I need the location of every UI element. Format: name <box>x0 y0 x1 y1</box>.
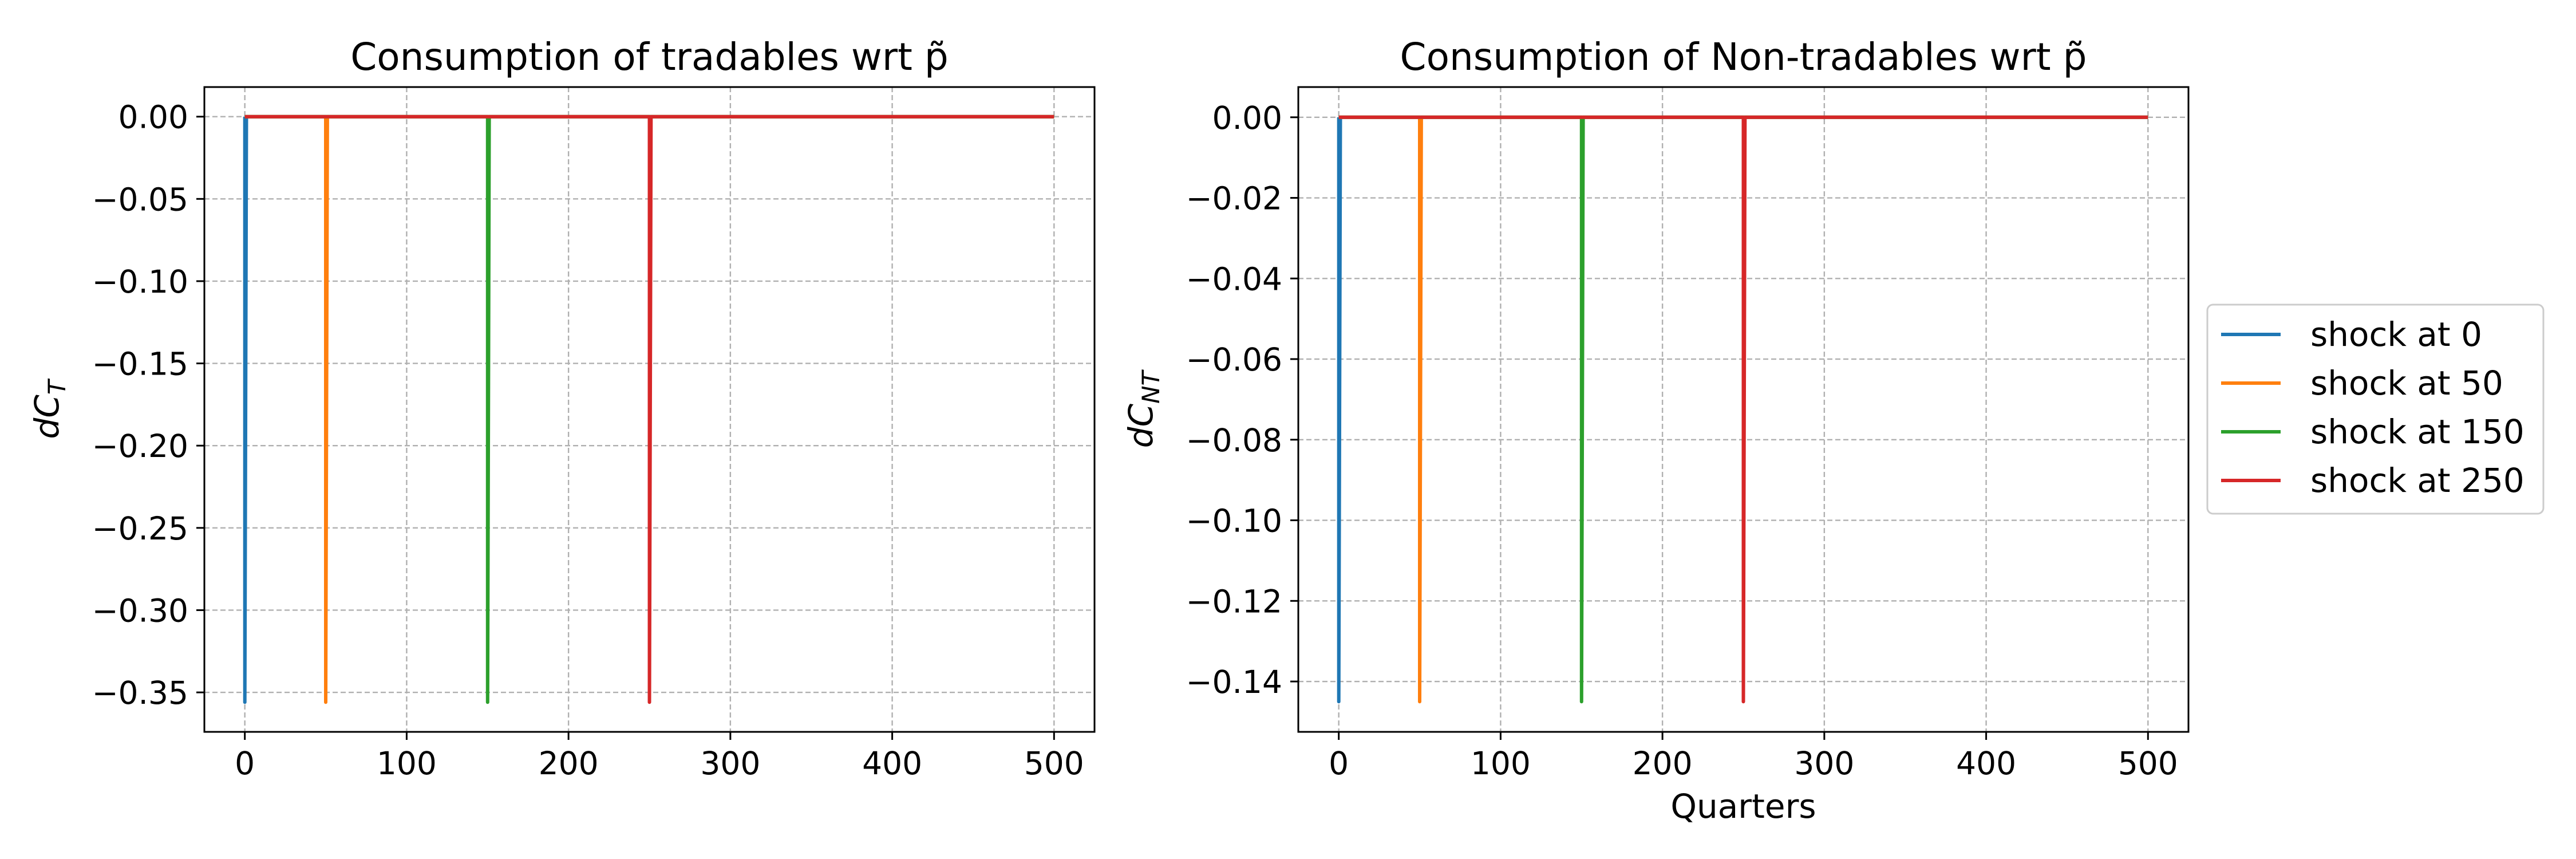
x-tick-label: 200 <box>539 745 599 782</box>
y-tick-label: −0.02 <box>1186 180 1282 217</box>
legend-label: shock at 150 <box>2310 412 2524 451</box>
x-axis-label: Quarters <box>1670 787 1816 826</box>
y-tick-label: −0.10 <box>1186 503 1282 539</box>
y-tick-label: 0.00 <box>118 99 188 136</box>
y-tick-label: −0.25 <box>92 510 188 547</box>
x-tick-label: 500 <box>1024 745 1084 782</box>
y-tick-label: −0.30 <box>92 592 188 629</box>
legend-label: shock at 0 <box>2310 315 2482 354</box>
chart-title: Consumption of tradables wrt p̃ <box>350 35 949 79</box>
y-tick-label: −0.15 <box>92 346 188 383</box>
y-tick-label: −0.08 <box>1186 422 1282 459</box>
y-tick-label: −0.20 <box>92 428 188 464</box>
x-tick-label: 100 <box>1471 745 1531 782</box>
series-line-shock-at-250 <box>244 115 1054 704</box>
y-tick-label: −0.35 <box>92 675 188 711</box>
x-tick-label: 300 <box>1794 745 1854 782</box>
legend-box <box>2206 304 2545 515</box>
y-tick-label: −0.06 <box>1186 341 1282 378</box>
x-tick-label: 0 <box>235 745 255 782</box>
x-tick-label: 400 <box>1956 745 2016 782</box>
series-line-shock-at-250 <box>1338 115 2148 704</box>
x-tick-label: 500 <box>2118 745 2178 782</box>
plot-area <box>243 115 1054 704</box>
x-tick-label: 0 <box>1329 745 1349 782</box>
y-tick-label: −0.04 <box>1186 261 1282 297</box>
y-tick-label: −0.05 <box>92 181 188 218</box>
plot-area <box>1337 115 2148 704</box>
legend-label: shock at 250 <box>2310 461 2524 500</box>
y-tick-label: −0.12 <box>1186 583 1282 620</box>
y-axis-label: dCT <box>27 378 71 439</box>
y-tick-label: 0.00 <box>1212 100 1282 136</box>
chart-non-tradables: 0 100 200 300 400 500 0.00 −0.02 −0.04 −0.06 −0.08… <box>1121 35 2190 826</box>
y-tick-label: −0.10 <box>92 263 188 300</box>
x-tick-label: 400 <box>862 745 922 782</box>
x-tick-label: 100 <box>377 745 437 782</box>
axes-frame <box>1297 86 2190 733</box>
chart-tradables: 0 100 200 300 400 500 0.00 −0.05 −0.10 −0.15 −0.20… <box>27 35 1096 782</box>
axes-frame <box>203 86 1096 733</box>
y-tick-label: −0.14 <box>1186 664 1282 700</box>
x-tick-label: 200 <box>1633 745 1693 782</box>
legend: shock at 0 shock at 50 shock at 150 shock a… <box>2206 304 2545 515</box>
legend-label: shock at 50 <box>2310 364 2503 403</box>
chart-title: Consumption of Non-tradables wrt p̃ <box>1400 35 2087 79</box>
x-tick-label: 300 <box>700 745 760 782</box>
y-axis-label: dCNT <box>1121 369 1165 448</box>
